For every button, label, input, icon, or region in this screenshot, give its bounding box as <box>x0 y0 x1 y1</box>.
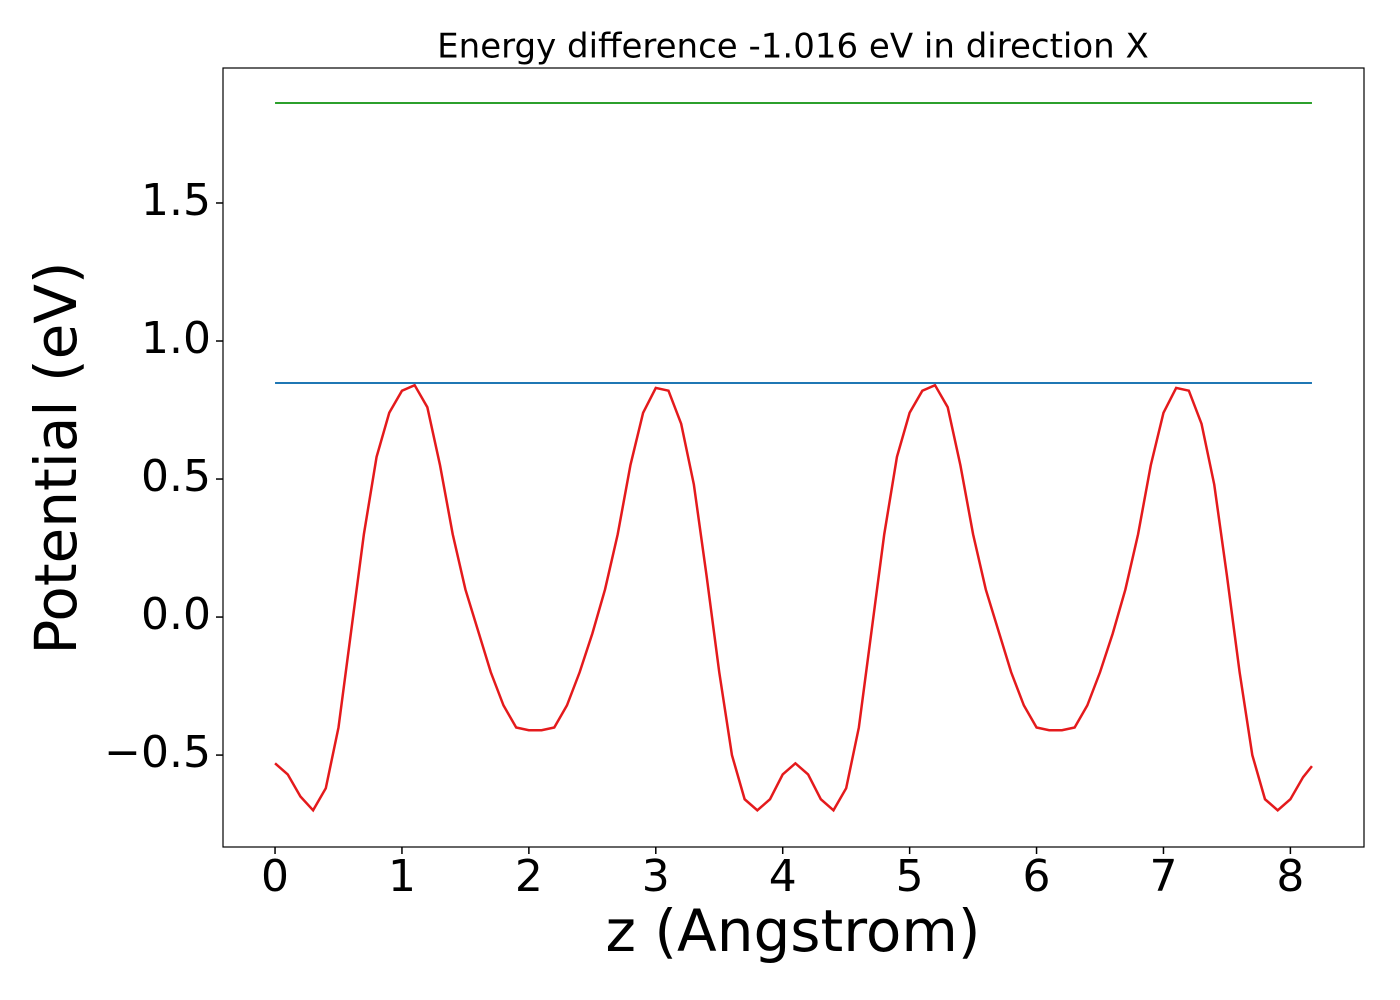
series-line <box>274 383 1313 813</box>
x-tick-label: 1 <box>388 851 416 902</box>
y-axis-label: Potential (eV) <box>22 261 90 654</box>
x-tick-label: 0 <box>261 851 289 902</box>
x-tick-label: 8 <box>1276 851 1304 902</box>
x-tick-label: 3 <box>642 851 670 902</box>
plot-frame <box>222 67 1365 848</box>
chart-title: Energy difference -1.016 eV in direction… <box>437 27 1149 67</box>
y-tick-label: 0.5 <box>141 451 211 502</box>
x-tick-label: 5 <box>896 851 924 902</box>
x-axis-label: z (Angstrom) <box>606 897 981 965</box>
x-tick-label: 4 <box>769 851 797 902</box>
x-tick-label: 6 <box>1023 851 1051 902</box>
y-tick-label: 0.0 <box>141 589 211 640</box>
y-tick-label: 1.5 <box>141 175 211 226</box>
x-tick-label: 2 <box>515 851 543 902</box>
y-tick-label: 1.0 <box>141 313 211 364</box>
x-tick-label: 7 <box>1149 851 1177 902</box>
y-tick-label: −0.5 <box>104 727 211 778</box>
